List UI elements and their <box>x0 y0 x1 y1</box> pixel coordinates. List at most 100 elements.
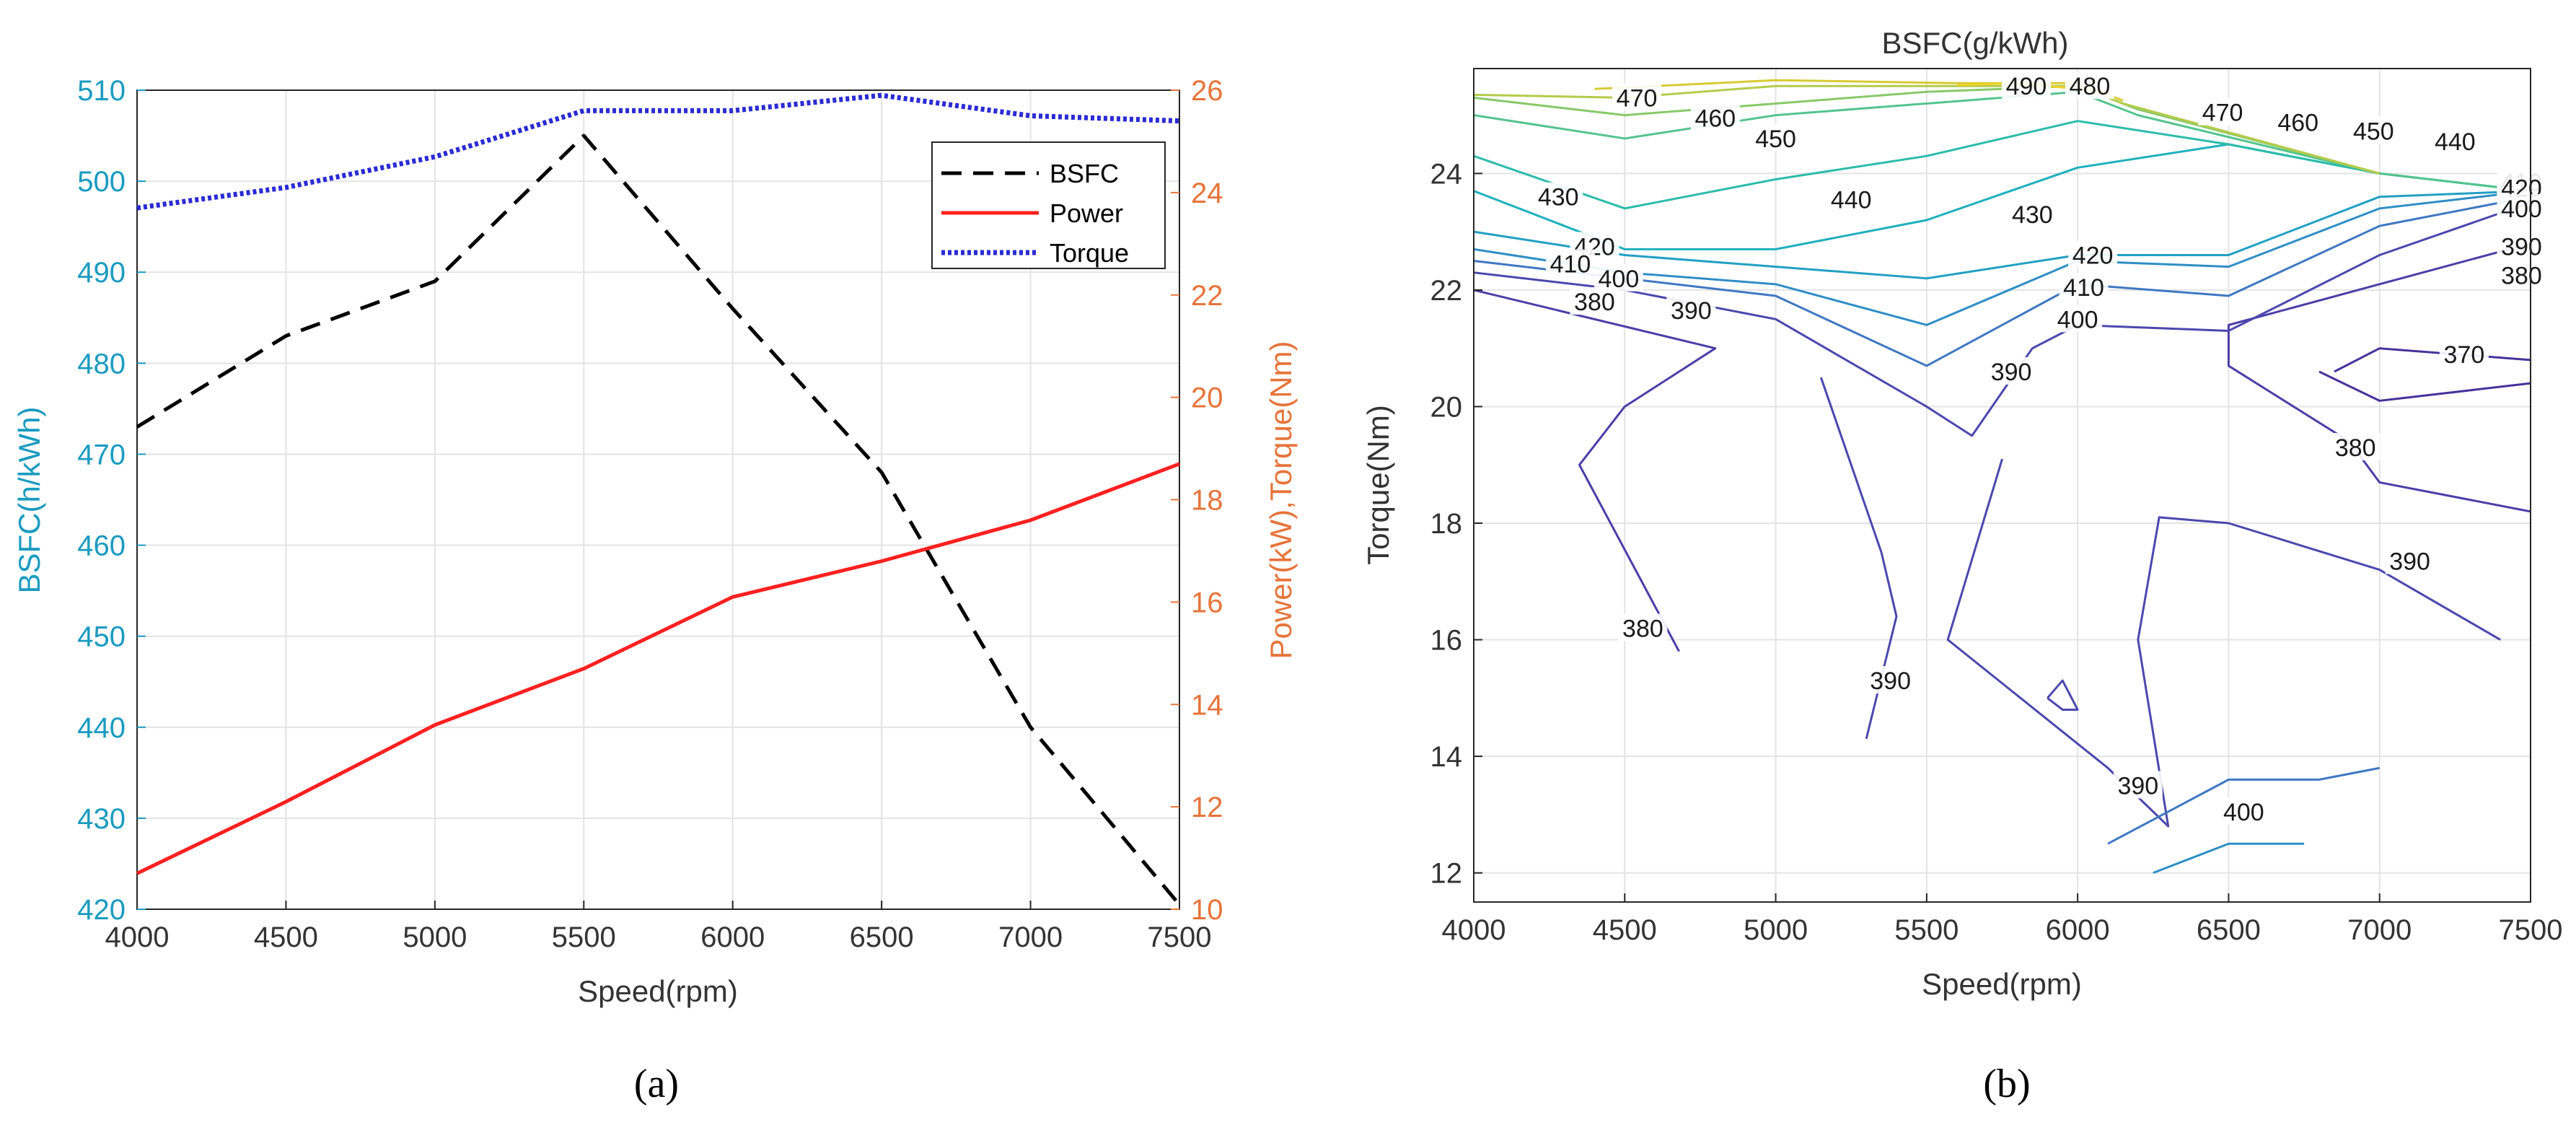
panel-b-contour-label-bg <box>1593 263 1643 292</box>
panel-a-y-tick-label-left: 420 <box>77 894 126 926</box>
panel-b-contour-labels: 470 460 490 480 470 460 450 440 450 440 430 420 410 4… <box>1534 71 2546 826</box>
panel-a-y-tick-label-right: 10 <box>1191 894 1223 926</box>
panel-b-contour-label: 390 <box>1991 359 2032 386</box>
panel-b-contour-label: 390 <box>2117 772 2158 800</box>
panel-b-contour-label-bg <box>1618 613 1668 642</box>
panel-b-y-ticks: 12 14 16 18 20 22 24 <box>1430 158 1482 890</box>
panel-b-contour-label-bg <box>2497 261 2546 289</box>
panel-b-contour-lines <box>1473 79 2531 875</box>
panel-b-contour-380 <box>2227 242 2531 513</box>
panel-a-y-axis-label-right: Power(kW),Torque(Nm) <box>1264 341 1298 659</box>
panel-b-contour-label: 470 <box>1617 84 1658 112</box>
panel-a-y-tick-label-right: 20 <box>1191 382 1223 414</box>
caption-b: (b) <box>1983 1061 2030 1106</box>
panel-b-y-tick-label: 16 <box>1430 625 1463 657</box>
panel-a-x-tick-label: 6500 <box>850 922 914 953</box>
panel-b-contour-label-bg <box>2065 71 2114 100</box>
panel-b-contour-label: 470 <box>2202 100 2243 127</box>
panel-a-y-tick-label-left: 470 <box>77 439 126 470</box>
panel-b-contour-label: 440 <box>1831 187 1872 214</box>
panel-a-x-tick-label: 7500 <box>1148 922 1212 953</box>
panel-b-x-tick-label: 6500 <box>2197 914 2261 946</box>
panel-b-contour-label-bg <box>2331 433 2381 460</box>
panel-a-y-tick-label-left: 450 <box>77 621 126 653</box>
panel-a-x-tick-label: 6000 <box>700 922 765 953</box>
panel-b-contour-label: 420 <box>2072 242 2114 269</box>
panel-a-series-line-power <box>136 462 1180 875</box>
panel-b-contour-label: 460 <box>2277 109 2318 136</box>
panel-b-contour-label-bg <box>1751 123 1801 152</box>
panel-b-contour-label-bg <box>1545 249 1595 277</box>
panel-a-legend: BSFC Power Torque <box>931 141 1166 269</box>
panel-a-series-line-torque <box>136 92 1180 211</box>
panel-b-contour-label-bg <box>2497 232 2546 260</box>
panel-a-y-ticks-left: 420 430 440 450 460 470 480 490 500 510 <box>77 75 146 926</box>
panel-b-contour-400 <box>1473 196 2531 367</box>
panel-b-x-axis-label: Speed(rpm) <box>1922 967 2082 1001</box>
panel-b-contour-370 <box>2318 370 2531 402</box>
panel-b-contour-460 <box>1473 84 2381 175</box>
panel-b-contour-label: 430 <box>2012 201 2053 229</box>
panel-b-contour-label-bg <box>2497 193 2546 222</box>
panel-a-y-tick-label-right: 14 <box>1191 689 1223 721</box>
panel-b-contour-label-bg <box>2008 199 2057 227</box>
caption-a: (a) <box>634 1061 679 1106</box>
panel-b-contour-label-bg <box>2198 97 2248 126</box>
panel-b-x-ticks: 4000 4500 5000 5500 6000 6500 7000 7500 <box>1442 893 2562 946</box>
panel-b-x-tick-label: 6000 <box>2046 914 2110 946</box>
panel-a-x-ticks: 4000 4500 5000 5500 6000 6500 7000 7500 <box>105 901 1212 953</box>
panel-b-contour-label: 380 <box>2501 263 2542 290</box>
panel-b-contour-label: 380 <box>2335 434 2376 462</box>
panel-a-legend-label-power: Power <box>1050 198 1123 228</box>
panel-b-contour-410 <box>1473 190 2531 326</box>
panel-a-y-tick-label-left: 440 <box>77 712 126 744</box>
panel-b-contour-label: 440 <box>2435 128 2476 156</box>
panel-b-contour-label-bg <box>1987 357 2036 385</box>
panel-b-contour-label-bg <box>1827 185 1876 213</box>
panel-b-contour-label: 390 <box>2501 233 2542 261</box>
panel-a-x-tick-label: 7000 <box>998 922 1063 953</box>
panel-a-legend-label-torque: Torque <box>1050 238 1129 268</box>
panel-b-contour-label: 380 <box>1574 289 1615 316</box>
panel-b-grid <box>1473 69 2531 902</box>
panel-b-contour-410 <box>2153 842 2305 875</box>
panel-b-contour-370 <box>2334 347 2531 373</box>
panel-a-legend-box <box>931 141 1166 269</box>
panel-b-contour-label: 450 <box>2353 118 2394 145</box>
panel-b-contour-label: 390 <box>1870 667 1911 695</box>
panel-b-contour-label: 410 <box>2063 274 2104 302</box>
panel-b-contour-420 <box>1473 190 2531 280</box>
panel-b-contour-label-bg <box>1865 666 1915 694</box>
panel-b-contour-label-bg <box>1612 83 1662 111</box>
panel-a-y-ticks-right: 10 12 14 16 18 20 22 24 26 <box>1171 75 1223 926</box>
panel-b-y-tick-label: 24 <box>1430 158 1463 190</box>
panel-b-contour-label-bg <box>1666 296 1716 324</box>
panel-a-x-axis-label: Speed(rpm) <box>578 974 738 1008</box>
panel-b-contour-label: 460 <box>1694 105 1736 133</box>
panel-b-contour-label: 370 <box>2444 341 2485 369</box>
panel-b-contour-label: 480 <box>2070 73 2111 100</box>
panel-a-y-tick-label-left: 460 <box>77 530 126 562</box>
panel-b-x-tick-label: 4000 <box>1442 914 1506 946</box>
panel-b-contour-380 <box>1473 289 1717 652</box>
panel-b-contour-label: 390 <box>2389 548 2430 576</box>
panel-b-title: BSFC(g/kWh) <box>1881 26 2068 60</box>
panel-b-contour-label-bg <box>2349 116 2399 144</box>
panel-b-y-tick-label: 18 <box>1430 508 1463 540</box>
panel-b-contour-430 <box>1473 143 2531 250</box>
panel-b-contour-label: 390 <box>1671 297 1712 325</box>
panel-b-y-tick-label: 20 <box>1430 391 1463 423</box>
panel-b-contour-label-bg <box>1690 103 1740 131</box>
panel-b-contour-label: 380 <box>1622 615 1663 642</box>
panel-a-x-tick-label: 5000 <box>403 922 467 953</box>
panel-b-contour-label: 400 <box>2223 799 2264 826</box>
panel-b-plot-frame <box>1473 68 2531 903</box>
panel-a-x-tick-label: 4500 <box>254 922 318 953</box>
panel-b-x-tick-label: 5500 <box>1894 914 1959 946</box>
panel-b-contour-label: 450 <box>1755 126 1796 153</box>
panel-a-x-tick-label: 5500 <box>552 922 616 953</box>
panel-b-contour-label-bg <box>1570 287 1619 315</box>
panel-a-x-tick-label: 4000 <box>105 922 170 953</box>
panel-b-contour-label: 490 <box>2006 73 2047 100</box>
